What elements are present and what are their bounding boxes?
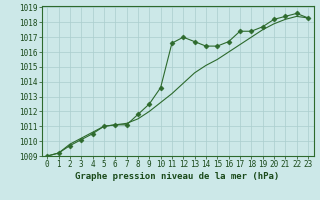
X-axis label: Graphe pression niveau de la mer (hPa): Graphe pression niveau de la mer (hPa) xyxy=(76,172,280,181)
